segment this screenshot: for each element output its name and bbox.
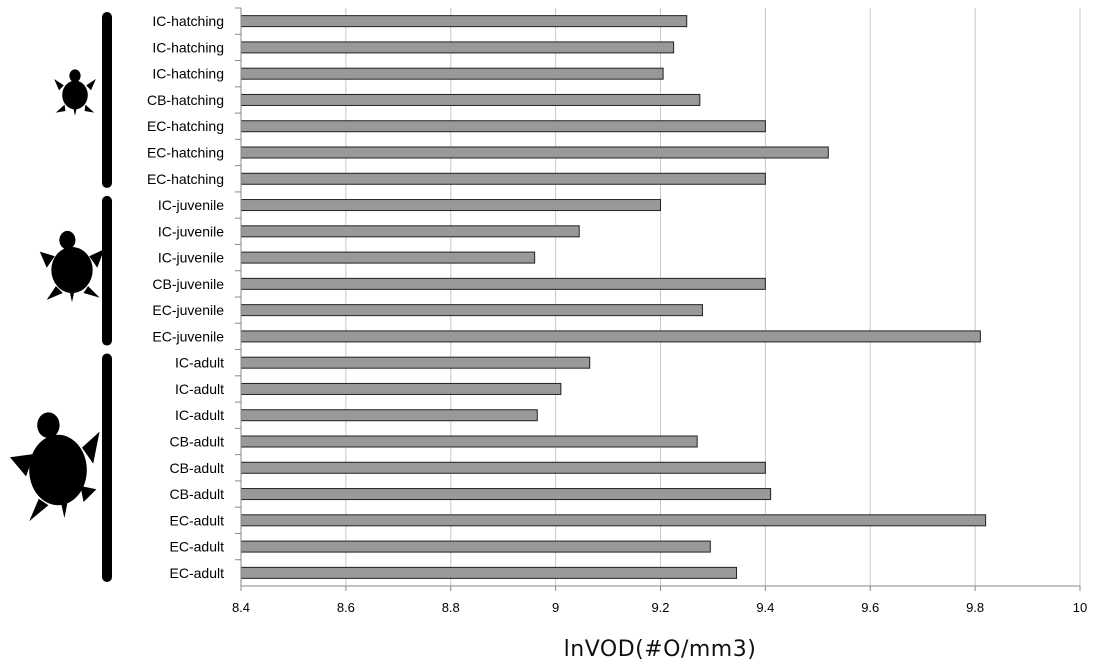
category-label: IC-hatching (152, 66, 224, 82)
x-tick-label: 9.4 (756, 600, 774, 615)
bar (240, 41, 675, 54)
category-label: IC-adult (175, 355, 224, 371)
category-label: EC-hatching (147, 171, 224, 187)
bar (240, 199, 661, 212)
turtle-small-icon (54, 69, 96, 116)
bar (240, 251, 536, 264)
x-tick-labels: 8.4 8.6 8.8 9 9.2 9.4 9.6 9.8 10 (232, 600, 1087, 615)
x-tick-label: 9.6 (861, 600, 879, 615)
bar (240, 566, 738, 579)
bar (240, 120, 766, 133)
category-label: CB-adult (170, 434, 225, 450)
bar (240, 409, 538, 422)
category-label: IC-juvenile (158, 223, 224, 239)
category-label: CB-adult (170, 486, 225, 502)
bars (240, 15, 987, 579)
x-tick-label: 9.8 (966, 600, 984, 615)
bar (240, 15, 688, 28)
category-labels: IC-hatching IC-hatching IC-hatching CB-hatc… (147, 13, 224, 581)
group-bracket (102, 195, 112, 346)
bar (240, 67, 664, 80)
bar (240, 330, 981, 343)
category-label: EC-juvenile (152, 302, 224, 318)
category-label: CB-juvenile (152, 276, 224, 292)
category-label: IC-adult (175, 407, 224, 423)
bar (240, 93, 701, 106)
bar (240, 540, 711, 553)
bar (240, 277, 766, 290)
bar (240, 461, 766, 474)
bar (240, 435, 698, 448)
bar (240, 146, 829, 159)
bar (240, 304, 703, 317)
category-label: EC-adult (170, 512, 225, 528)
axes (235, 7, 1081, 591)
category-label: EC-adult (170, 539, 225, 555)
category-label: EC-juvenile (152, 328, 224, 344)
x-tick-label: 10 (1073, 600, 1087, 615)
category-label: CB-hatching (147, 92, 224, 108)
group-bracket (102, 353, 112, 582)
group-icons (9, 69, 105, 522)
category-label: CB-adult (170, 460, 225, 476)
category-label: IC-adult (175, 381, 224, 397)
category-label: EC-adult (170, 565, 225, 581)
x-axis-title: lnVOD(#O/mm3) (564, 637, 757, 662)
bar (240, 225, 580, 238)
x-tick-label: 8.6 (337, 600, 355, 615)
bar (240, 488, 772, 501)
category-label: IC-hatching (152, 39, 224, 55)
category-label: EC-hatching (147, 118, 224, 134)
category-label: IC-juvenile (158, 197, 224, 213)
x-tick-label: 8.4 (232, 600, 250, 615)
category-label: IC-hatching (152, 13, 224, 29)
turtle-large-icon (9, 412, 100, 522)
turtle-medium-icon (39, 230, 105, 303)
category-label: IC-juvenile (158, 250, 224, 266)
group-bracket (102, 12, 112, 188)
bar (240, 514, 987, 527)
x-tick-label: 9 (552, 600, 559, 615)
bar (240, 382, 562, 395)
category-label: EC-hatching (147, 145, 224, 161)
bar (240, 172, 766, 185)
x-tick-label: 8.8 (442, 600, 460, 615)
group-brackets (102, 12, 112, 582)
x-tick-label: 9.2 (651, 600, 669, 615)
bar (240, 356, 591, 369)
